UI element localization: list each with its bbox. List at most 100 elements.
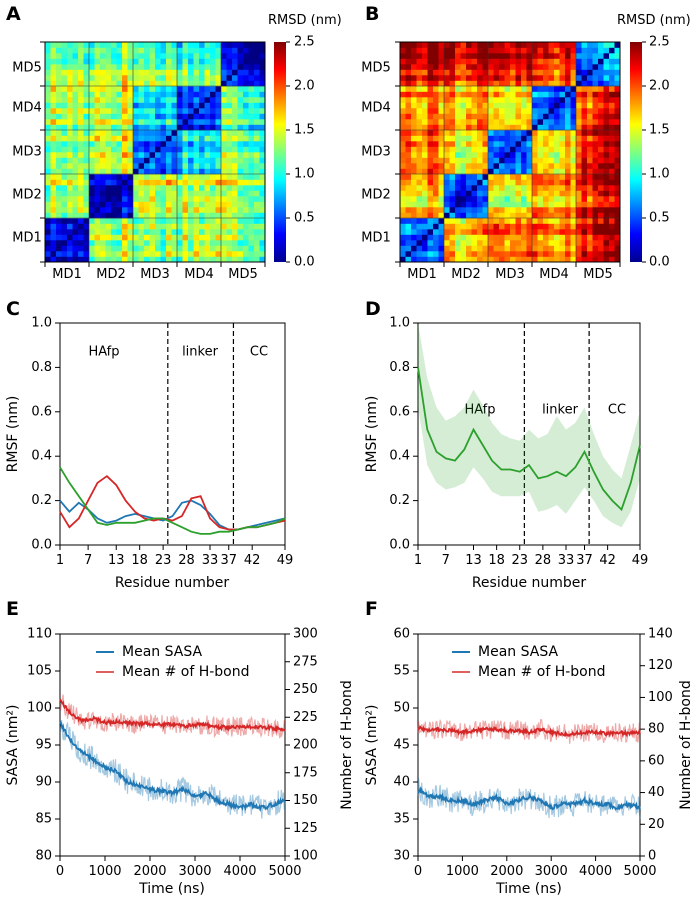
heatmap-cell — [427, 135, 434, 142]
heatmap-cell — [477, 86, 483, 92]
heatmap-cell — [598, 196, 604, 202]
heatmap-cell — [160, 190, 167, 197]
heatmap-cell — [221, 47, 227, 54]
heatmap-cell — [581, 240, 588, 246]
heatmap-cell — [444, 240, 450, 246]
heatmap-cell — [127, 229, 134, 235]
heatmap-cell — [614, 146, 621, 153]
heatmap-cell — [72, 185, 79, 191]
heatmap-cell — [204, 75, 211, 81]
heatmap-cell — [67, 113, 73, 120]
heatmap-cell — [166, 97, 172, 103]
heatmap-cell — [171, 75, 178, 81]
x-tick-label: 33 — [202, 553, 219, 568]
heatmap-cell — [177, 152, 183, 158]
x-axis-label: Residue number — [115, 575, 230, 591]
heatmap-cell — [149, 163, 156, 169]
heatmap-cell — [160, 53, 167, 59]
heatmap-cell — [581, 174, 588, 180]
heatmap-cell — [405, 174, 412, 180]
heatmap-cell — [471, 196, 478, 202]
heatmap-cell — [488, 53, 494, 59]
heatmap-cell — [111, 218, 117, 224]
heatmap-cell — [111, 207, 117, 213]
heatmap-cell — [171, 69, 178, 76]
heatmap-cell — [215, 47, 222, 54]
heatmap-cell — [405, 91, 412, 98]
heatmap-cell — [449, 218, 456, 224]
heatmap-cell — [221, 86, 227, 92]
heatmap-cell — [614, 97, 621, 103]
heatmap-cell — [182, 157, 189, 164]
heatmap-cell — [455, 113, 461, 120]
heatmap-cell — [559, 86, 566, 92]
heatmap-cell — [548, 113, 555, 120]
heatmap-cell — [570, 223, 577, 230]
heatmap-cell — [609, 53, 615, 59]
heatmap-cell — [471, 240, 478, 246]
heatmap-cell — [400, 58, 406, 65]
heatmap-cell — [78, 108, 84, 114]
heatmap-cell — [94, 223, 101, 230]
heatmap-cell — [444, 223, 450, 230]
heatmap-cell — [482, 245, 489, 252]
heatmap-cell — [504, 168, 511, 175]
heatmap-cell — [444, 185, 450, 191]
heatmap-cell — [105, 240, 112, 246]
heatmap-cell — [411, 234, 417, 241]
heatmap-cell — [182, 86, 189, 92]
heatmap-cell — [581, 223, 588, 230]
heatmap-cell — [581, 58, 588, 65]
heatmap-cell — [210, 185, 216, 191]
heatmap-cell — [105, 64, 112, 70]
heatmap-cell — [127, 256, 134, 263]
heatmap-cell — [554, 251, 560, 257]
heatmap-cell — [111, 113, 117, 120]
heatmap-cell — [581, 212, 588, 219]
heatmap-cell — [116, 223, 123, 230]
heatmap-cell — [204, 163, 211, 169]
heatmap-cell — [215, 185, 222, 191]
heatmap-cell — [100, 58, 106, 65]
heatmap-cell — [493, 64, 500, 70]
heatmap-cell — [565, 245, 571, 252]
heatmap-cell — [433, 174, 439, 180]
heatmap-cell — [248, 130, 255, 136]
heatmap-cell — [587, 130, 593, 136]
heatmap-cell — [515, 124, 522, 131]
heatmap-cell — [111, 141, 117, 147]
heatmap-cell — [570, 201, 577, 208]
heatmap-cell — [433, 256, 439, 263]
heatmap-cell — [237, 141, 244, 147]
heatmap-cell — [232, 234, 238, 241]
heatmap-cell — [603, 64, 610, 70]
heatmap-cell — [72, 190, 79, 197]
heatmap-cell — [493, 86, 500, 92]
heatmap-cell — [592, 201, 599, 208]
heatmap-cell — [105, 86, 112, 92]
heatmap-cell — [83, 185, 90, 191]
heatmap-cell — [204, 245, 211, 252]
heatmap-cell — [400, 42, 406, 48]
heatmap-cell — [50, 207, 57, 213]
heatmap-cell — [94, 218, 101, 224]
heatmap-cell — [199, 64, 205, 70]
heatmap-cell — [587, 86, 593, 92]
heatmap-cell — [405, 141, 412, 147]
heatmap-cell — [570, 124, 577, 131]
heatmap-cell — [259, 256, 266, 263]
rmsf-line-mean — [417, 367, 641, 512]
raw-trace-hbond — [417, 718, 641, 744]
heatmap-cell — [543, 179, 549, 186]
heatmap-cell — [221, 113, 227, 120]
heatmap-cell — [482, 256, 489, 263]
heatmap-cell — [204, 179, 211, 186]
heatmap-cell — [61, 75, 68, 81]
heatmap-cell — [405, 163, 412, 169]
heatmap-cell — [94, 113, 101, 120]
heatmap-cell — [405, 130, 412, 136]
heatmap-cell — [133, 179, 139, 186]
heatmap-cell — [504, 174, 511, 180]
heatmap-cell — [144, 229, 150, 235]
heatmap-cell — [61, 97, 68, 103]
